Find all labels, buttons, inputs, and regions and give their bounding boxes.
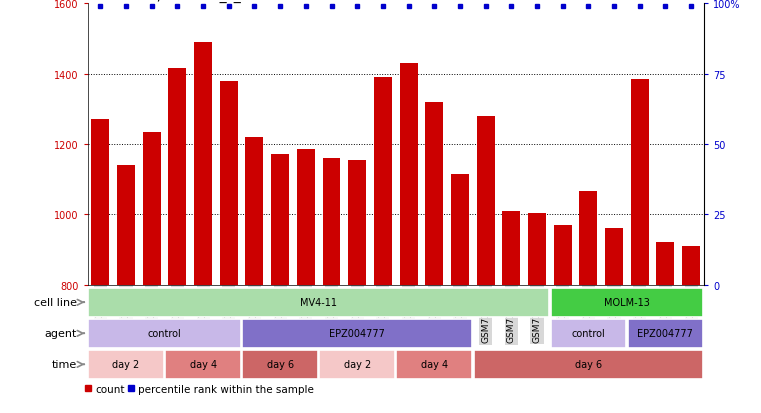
Text: MV4-11: MV4-11 [300, 297, 337, 308]
Text: cell line: cell line [34, 297, 78, 308]
Bar [554, 225, 572, 285]
Bar [246, 138, 263, 285]
Bar [605, 229, 623, 285]
Bar [143, 132, 161, 285]
Bar [502, 211, 521, 285]
Text: day 6: day 6 [266, 359, 294, 370]
Text: EPZ004777: EPZ004777 [638, 328, 693, 339]
Text: agent: agent [45, 328, 78, 339]
Bar [88, 319, 240, 348]
Text: day 6: day 6 [575, 359, 602, 370]
Text: MOLM-13: MOLM-13 [604, 297, 650, 308]
Text: day 2: day 2 [113, 359, 140, 370]
Bar [194, 43, 212, 285]
Bar [243, 350, 318, 379]
Bar [551, 288, 703, 317]
Bar [451, 174, 469, 285]
Bar [220, 81, 237, 285]
Text: day 4: day 4 [421, 359, 447, 370]
Text: control: control [148, 328, 181, 339]
Text: GDS4290 / 218031_s_at: GDS4290 / 218031_s_at [88, 0, 254, 3]
Bar [297, 150, 315, 285]
Bar [88, 350, 164, 379]
Bar [374, 78, 392, 285]
Bar [117, 166, 135, 285]
Text: percentile rank within the sample: percentile rank within the sample [138, 384, 314, 394]
Bar [657, 243, 674, 285]
Text: control: control [572, 328, 605, 339]
Bar [271, 155, 289, 285]
Text: EPZ004777: EPZ004777 [330, 328, 385, 339]
Text: count: count [95, 384, 124, 394]
Text: day 4: day 4 [189, 359, 217, 370]
Bar [243, 319, 472, 348]
Bar [528, 213, 546, 285]
Bar [631, 80, 648, 285]
Bar [628, 319, 703, 348]
Bar [579, 192, 597, 285]
Bar [91, 120, 110, 285]
Bar [165, 350, 240, 379]
Bar [168, 69, 186, 285]
Text: day 2: day 2 [343, 359, 371, 370]
Bar [473, 350, 703, 379]
Bar [320, 350, 395, 379]
Bar [396, 350, 472, 379]
Bar [682, 246, 700, 285]
Bar [323, 159, 340, 285]
Bar [476, 116, 495, 285]
Bar [349, 160, 366, 285]
Text: time: time [52, 359, 78, 370]
Bar [88, 288, 549, 317]
Bar [400, 64, 418, 285]
Bar [425, 102, 443, 285]
Bar [551, 319, 626, 348]
